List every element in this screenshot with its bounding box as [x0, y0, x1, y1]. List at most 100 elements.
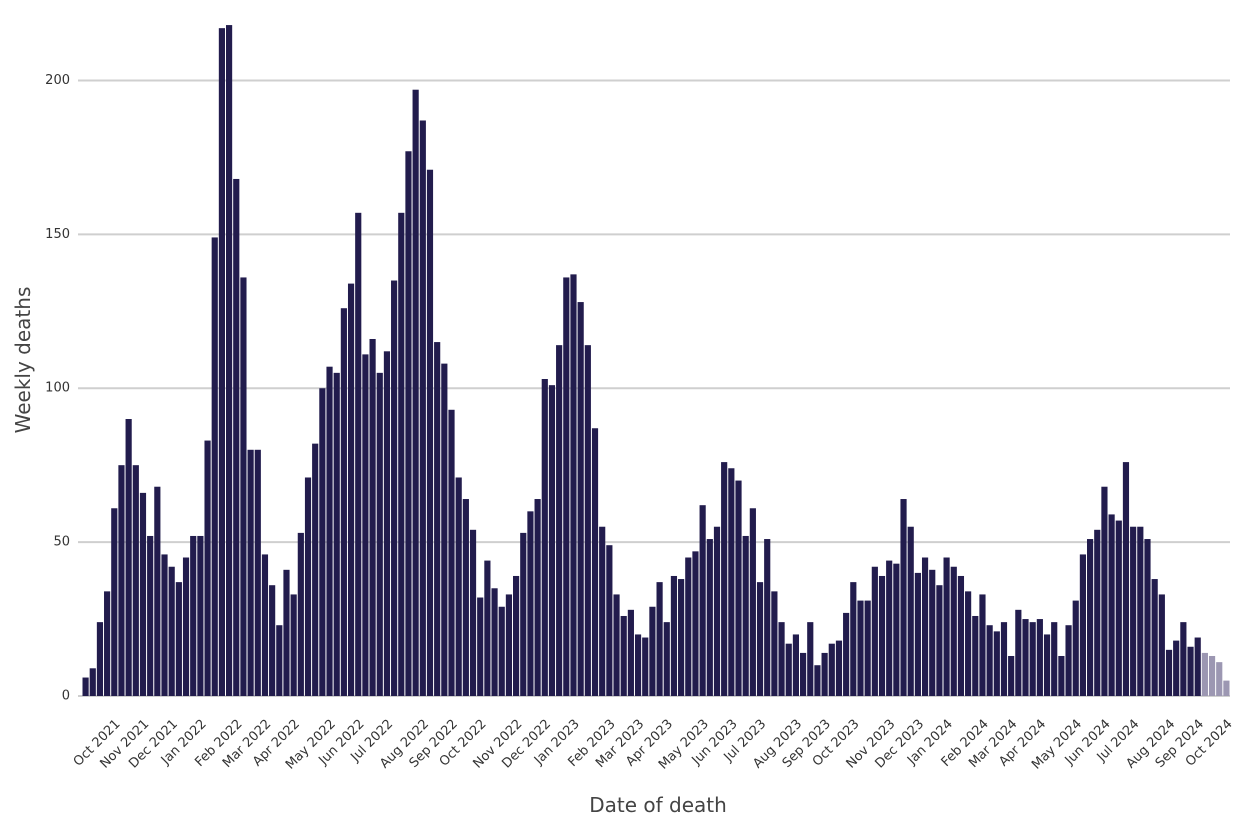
bar — [283, 569, 290, 696]
bar — [319, 388, 326, 696]
bar — [979, 594, 986, 696]
bar — [513, 575, 520, 696]
bar — [226, 25, 233, 696]
bar — [764, 539, 771, 696]
y-axis-title: Weekly deaths — [11, 287, 35, 434]
bar — [1065, 625, 1072, 696]
bar — [893, 563, 900, 696]
bar — [1158, 594, 1165, 696]
bar — [290, 594, 297, 696]
bar — [1137, 526, 1144, 696]
bar — [434, 342, 441, 696]
bar — [921, 557, 929, 696]
bar — [742, 535, 749, 696]
bar — [484, 560, 491, 696]
bar — [1108, 514, 1115, 696]
bar — [972, 615, 979, 696]
bar — [534, 499, 541, 696]
bar — [936, 585, 943, 696]
bar — [89, 668, 96, 696]
bar — [182, 557, 190, 696]
bar — [527, 511, 534, 696]
bar — [728, 468, 735, 696]
bar — [850, 582, 857, 696]
bar — [161, 554, 168, 696]
bar — [749, 508, 756, 696]
bar — [871, 566, 878, 696]
bar — [886, 560, 893, 696]
bar — [563, 277, 570, 696]
bar — [391, 280, 398, 696]
bar — [807, 622, 814, 696]
bar — [878, 575, 886, 696]
bar — [1173, 640, 1180, 696]
bar — [190, 535, 197, 696]
bar — [168, 566, 175, 696]
bar — [82, 677, 89, 696]
bar — [778, 622, 785, 696]
bar — [498, 606, 505, 696]
bar — [448, 409, 455, 696]
bar — [491, 588, 498, 696]
bar — [685, 557, 692, 696]
bar — [355, 212, 362, 696]
bar — [1216, 662, 1223, 696]
bar — [1101, 486, 1108, 696]
bar — [1151, 579, 1158, 696]
bar — [828, 643, 835, 696]
bar — [211, 237, 218, 697]
bar — [570, 274, 577, 696]
bar — [1194, 637, 1201, 696]
bar — [369, 338, 376, 696]
bar — [814, 665, 821, 696]
bar — [821, 652, 828, 696]
bar — [1072, 600, 1079, 696]
bar — [627, 609, 634, 696]
bar — [656, 582, 663, 696]
bar — [455, 477, 462, 696]
bar — [577, 302, 584, 696]
y-tick-label: 50 — [53, 535, 70, 550]
bar — [254, 449, 261, 696]
bar — [240, 277, 247, 696]
bar — [993, 631, 1000, 696]
bar — [333, 372, 340, 696]
bar — [857, 600, 864, 696]
bar — [1130, 526, 1137, 696]
bar — [756, 582, 764, 696]
bar — [426, 169, 434, 697]
bar — [469, 529, 477, 696]
bar — [132, 465, 139, 696]
bar — [678, 579, 685, 696]
bar — [1115, 520, 1122, 696]
x-axis-title: Date of death — [589, 793, 727, 817]
bar — [591, 428, 599, 696]
bar — [218, 28, 225, 696]
bar — [929, 569, 936, 696]
bar — [950, 566, 957, 696]
bar — [340, 308, 347, 696]
bar — [706, 539, 713, 696]
bar — [721, 462, 728, 696]
bar — [1187, 646, 1194, 696]
bar — [986, 625, 993, 696]
bar — [1051, 622, 1058, 696]
bar — [1087, 539, 1094, 696]
bar — [907, 526, 914, 696]
bar — [376, 372, 383, 696]
bar — [204, 440, 211, 696]
bar — [584, 345, 591, 696]
y-tick-label: 100 — [45, 381, 70, 396]
bar — [505, 594, 512, 696]
bar — [362, 354, 369, 696]
bar — [269, 585, 276, 696]
bar — [1180, 622, 1187, 696]
bar — [462, 499, 469, 696]
bar — [914, 572, 921, 696]
bar — [1043, 634, 1051, 696]
bar — [297, 532, 304, 696]
bar — [771, 591, 778, 696]
bar — [785, 643, 792, 696]
bar — [405, 151, 412, 697]
